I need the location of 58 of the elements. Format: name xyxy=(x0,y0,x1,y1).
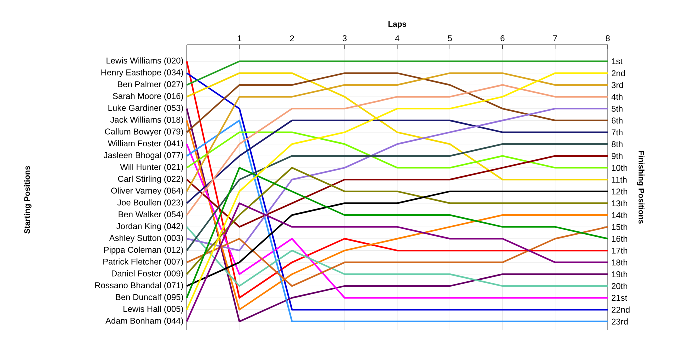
y-tick-label: 7th xyxy=(612,129,623,136)
y-tick-label: 12th xyxy=(612,188,628,195)
series-label: Ben Walker (054) xyxy=(118,211,184,220)
y-tick-label: 6th xyxy=(612,118,623,124)
x-tick-label: 7 xyxy=(553,36,558,42)
y-tick-label: 13th xyxy=(612,200,628,207)
y-tick-label: 21st xyxy=(612,295,628,302)
series-label: Jasleen Bhogal (077) xyxy=(104,152,184,160)
series-label: Lewis Williams (020) xyxy=(106,58,184,66)
line-series xyxy=(186,108,609,252)
x-tick-label: 5 xyxy=(448,36,452,42)
series-label: Jordan King (042) xyxy=(116,223,184,232)
line-series xyxy=(186,132,609,169)
x-tick-label: 4 xyxy=(395,36,400,42)
x-tick-label: 3 xyxy=(342,35,347,42)
y-tick-label: 10th xyxy=(612,164,628,172)
series-label: Patrick Fletcher (007) xyxy=(104,258,184,267)
y-tick-label: 8th xyxy=(612,141,623,148)
y-tick-label: 2nd xyxy=(612,70,626,76)
series-label: Jack Williams (018) xyxy=(110,116,184,125)
series-label: Adam Bonham (044) xyxy=(106,318,184,326)
y-tick-label: 4th xyxy=(612,94,623,100)
series-label: Joe Boullen (023) xyxy=(118,200,184,208)
y-tick-label: 16th xyxy=(612,236,628,242)
y-tick-label: 22nd xyxy=(612,306,630,314)
y-tick-label: 19th xyxy=(612,271,628,278)
y-tick-label: 3rd xyxy=(612,82,624,88)
y-tick-label: 20th xyxy=(612,283,628,290)
y-tick-label: 23rd xyxy=(612,318,628,325)
series-label: Luke Gardiner (053) xyxy=(108,104,184,113)
x-tick-label: 2 xyxy=(290,36,294,42)
y-tick-label: 18th xyxy=(612,259,628,266)
series-label: Pippa Coleman (012) xyxy=(104,246,184,255)
series-label: Lewis Hall (005) xyxy=(124,306,184,314)
series-label: Sarah Moore (016) xyxy=(113,93,184,101)
x-tick-label: 1 xyxy=(238,36,242,42)
series-label: Rossano Bhandal (071) xyxy=(96,282,184,290)
x-tick-label: 6 xyxy=(500,35,505,42)
series-label: Ben Palmer (027) xyxy=(118,81,184,90)
y-tick-label: 14th xyxy=(612,212,628,218)
series-label: Callum Bowyer (079) xyxy=(105,128,184,136)
series-label: Daniel Foster (009) xyxy=(112,270,184,278)
series-label: Carl Stirling (022) xyxy=(118,176,184,184)
series-label: William Foster (041) xyxy=(108,140,184,148)
x-tick-label: 8 xyxy=(606,35,610,42)
y-tick-label: 15th xyxy=(612,224,628,230)
series-label: Henry Easthope (034) xyxy=(102,69,184,78)
line-series xyxy=(186,84,609,216)
series-label: Will Hunter (021) xyxy=(120,164,184,172)
y-tick-label: 17th xyxy=(612,248,628,254)
y-tick-label: 9th xyxy=(612,153,623,160)
line-series xyxy=(186,72,609,134)
y-tick-label: 1st xyxy=(612,58,623,65)
y-tick-label: 11th xyxy=(612,176,627,183)
series-label: Ashley Sutton (003) xyxy=(109,234,184,243)
series-label: Ben Duncalf (095) xyxy=(116,294,184,302)
series-label: Oliver Varney (064) xyxy=(111,188,184,196)
y-tick-label: 5th xyxy=(612,106,623,112)
